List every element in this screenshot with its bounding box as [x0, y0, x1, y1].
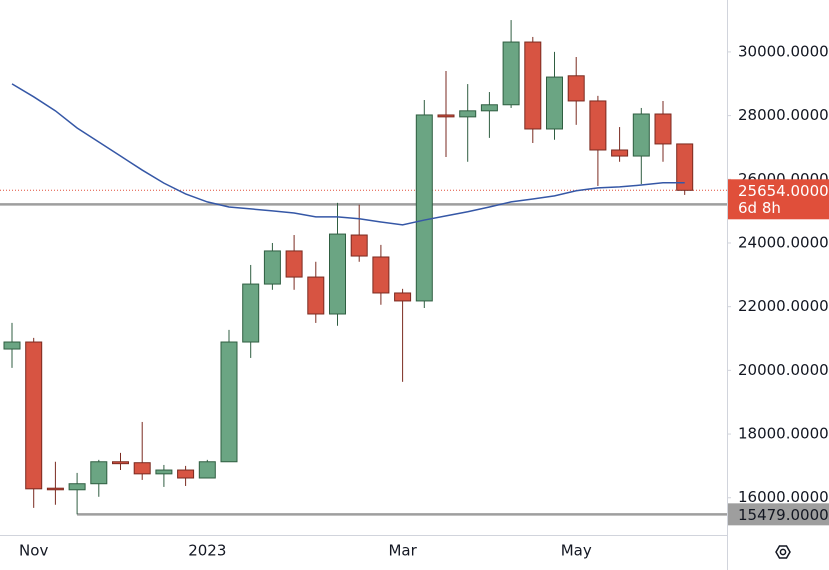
candle-body — [632, 113, 650, 157]
grid-layer — [0, 189, 727, 516]
price-label-box — [728, 503, 829, 526]
candle-body — [198, 461, 216, 479]
candle-body — [415, 114, 433, 302]
candle-body — [177, 469, 195, 479]
y-tick-label: 22000.0000 — [738, 297, 829, 315]
candle-body — [589, 100, 607, 151]
candle-body — [676, 143, 694, 191]
y-tick-label: 28000.0000 — [738, 106, 829, 124]
candle-body — [90, 461, 108, 485]
settings-icon[interactable] — [775, 545, 791, 559]
candle-body — [394, 292, 412, 302]
y-tick-label: 24000.0000 — [738, 233, 829, 251]
settings-button[interactable] — [775, 545, 791, 559]
candle-body — [220, 341, 238, 463]
x-tick-label: May — [561, 542, 592, 560]
candle-body — [263, 250, 281, 285]
x-tick-label: Mar — [388, 542, 417, 560]
candle-body — [437, 114, 455, 118]
candle-body — [350, 234, 368, 257]
candle-body — [546, 76, 563, 130]
moving-average-line — [11, 83, 685, 226]
candle-body — [3, 341, 21, 350]
candle-body — [654, 113, 672, 145]
candle-body — [155, 469, 173, 475]
candle-body — [480, 104, 498, 112]
y-tick-label: 20000.0000 — [738, 361, 829, 379]
x-tick-label: 2023 — [188, 542, 226, 560]
candle-body — [524, 41, 542, 130]
candle-body — [611, 149, 629, 157]
candle-body — [372, 256, 390, 294]
candle-body — [46, 487, 64, 491]
y-tick-label: 18000.0000 — [738, 425, 829, 443]
candle-body — [329, 233, 346, 315]
candle-body — [133, 462, 151, 475]
candle-body — [112, 461, 129, 465]
candle-body — [25, 341, 43, 490]
last-price-label: 25654.0000 — [738, 182, 829, 200]
candle-body — [285, 250, 303, 278]
candle-body — [68, 483, 86, 491]
last-price-box — [728, 179, 829, 220]
countdown-label: 6d 8h — [738, 199, 781, 217]
settings-icon-center — [779, 548, 787, 556]
marks-layer — [3, 20, 694, 515]
candle-body — [459, 110, 477, 118]
candle-body — [567, 75, 585, 102]
y-tick-label: 16000.0000 — [738, 488, 829, 506]
y-tick-label: 30000.0000 — [738, 42, 829, 60]
candle-body — [502, 41, 520, 106]
x-tick-label: Nov — [19, 542, 48, 560]
candle-body — [242, 283, 260, 343]
price-label: 15479.0000 — [738, 506, 829, 524]
candle-body — [307, 276, 325, 315]
